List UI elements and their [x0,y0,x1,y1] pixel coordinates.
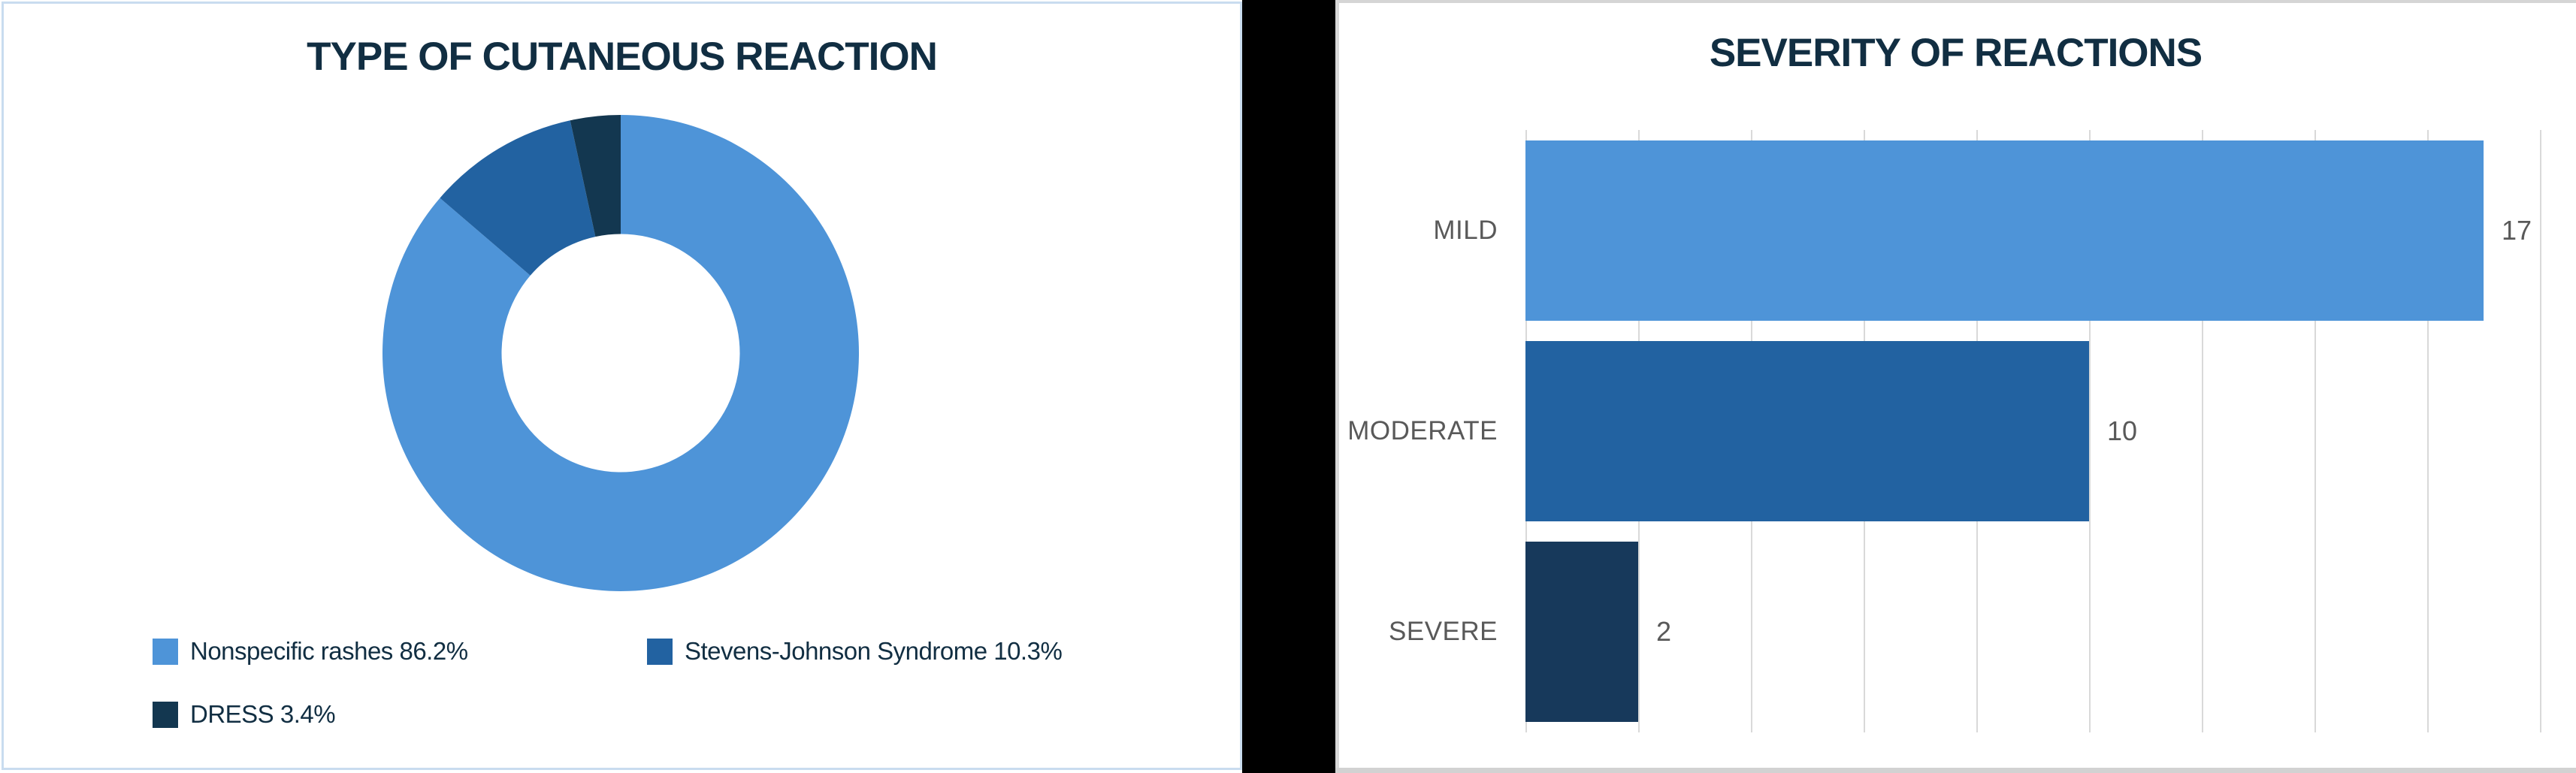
cutaneous-reaction-panel: TYPE OF CUTANEOUS REACTION Nonspecific r… [2,2,1242,770]
bar-chart-plot-area: 17 10 2 [1525,130,2541,732]
bar-severe [1525,542,1638,723]
legend-swatch-dress [153,701,178,728]
gridline-12 [2202,130,2203,732]
donut-slice-dress [570,115,621,237]
bar-chart-category-axis: MILD MODERATE SEVERE [1335,130,1498,732]
donut-slice-stevens-johnson-syndrome [440,120,596,276]
legend-label-nonspecific-rashes: Nonspecific rashes 86.2% [190,637,468,665]
legend-swatch-nonspecific-rashes [153,638,178,665]
severity-panel: SEVERITY OF REACTIONS MILD MODERATE SEVERE… [1335,0,2576,773]
bar-moderate [1525,341,2089,521]
gridline-14 [2314,130,2316,732]
panel-edge-bottom [1335,768,2576,773]
panel-divider [1242,0,1335,773]
gridline-10 [2089,130,2091,732]
bar-value-severe: 2 [1656,616,1672,648]
bar-chart-title: SEVERITY OF REACTIONS [1709,31,2203,75]
category-label-moderate: MODERATE [1347,415,1498,445]
gridline-18 [2540,130,2541,732]
legend-label-stevens-johnson: Stevens-Johnson Syndrome 10.3% [685,637,1063,665]
legend-swatch-stevens-johnson [647,638,673,665]
legend-item-nonspecific-rashes: Nonspecific rashes 86.2% [153,637,468,666]
legend-item-stevens-johnson: Stevens-Johnson Syndrome 10.3% [647,637,1063,666]
donut-slice-nonspecific-rashes [382,115,859,591]
gridline-16 [2427,130,2429,732]
bar-mild [1525,140,2484,321]
donut-chart [382,115,859,591]
donut-legend: Nonspecific rashes 86.2% Stevens-Johnson… [4,4,1240,768]
legend-label-dress: DRESS 3.4% [190,700,336,728]
category-label-mild: MILD [1433,215,1498,245]
panel-edge-left [1335,0,1339,773]
panel-edge-top [1335,0,2576,3]
legend-item-dress: DRESS 3.4% [153,700,336,729]
category-label-severe: SEVERE [1389,617,1498,647]
bar-value-moderate: 10 [2107,415,2138,446]
bar-value-mild: 17 [2502,214,2532,246]
donut-chart-title: TYPE OF CUTANEOUS REACTION [307,35,938,79]
